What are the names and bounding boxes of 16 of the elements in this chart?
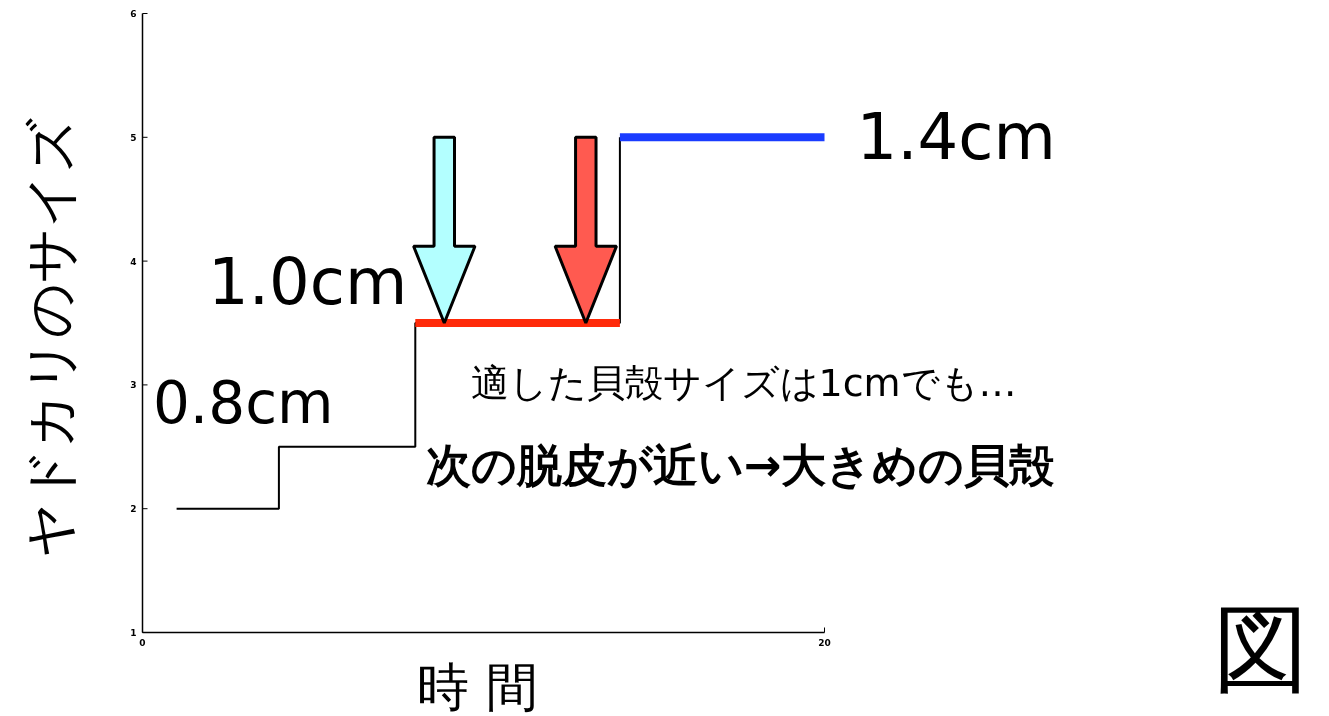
x-axis-title: 時 間 bbox=[417, 656, 538, 716]
annotation: 次の脱皮が近い→大きめの貝殻 bbox=[425, 438, 1055, 492]
y-tick-label: 1 bbox=[130, 628, 137, 638]
annotation: 0.8cm bbox=[152, 368, 334, 437]
y-tick-label: 4 bbox=[130, 256, 137, 267]
annotation: 1.0cm bbox=[207, 245, 408, 319]
annotation: 適した貝殻サイズは1cmでも… bbox=[470, 360, 1017, 405]
annotation: 1.4cm bbox=[856, 100, 1056, 175]
y-tick-label: 2 bbox=[130, 504, 137, 515]
y-tick-label: 5 bbox=[130, 132, 137, 143]
x-tick-label: 20 bbox=[818, 637, 831, 648]
y-tick-label: 6 bbox=[130, 9, 137, 19]
text: 図 bbox=[1212, 592, 1309, 705]
y-axis-title: ヤドカリのサイズ bbox=[19, 118, 82, 558]
y-tick-label: 3 bbox=[130, 380, 137, 391]
x-tick-label: 0 bbox=[139, 637, 146, 648]
